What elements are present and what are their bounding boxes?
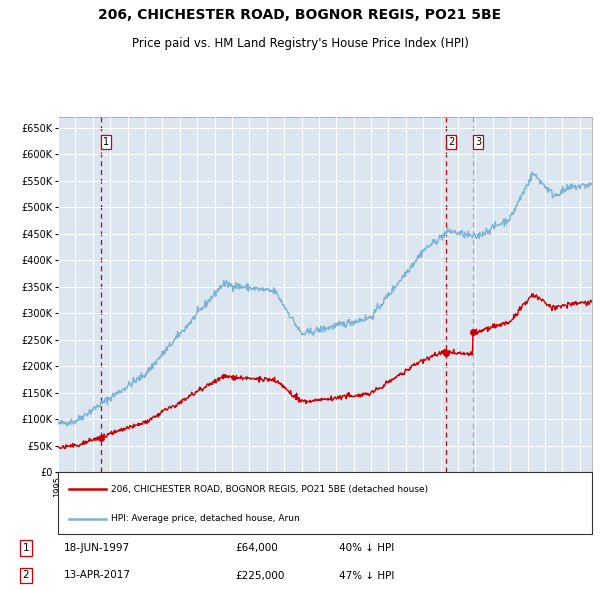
Text: 18-JUN-1997: 18-JUN-1997	[64, 543, 130, 553]
Text: £64,000: £64,000	[236, 543, 278, 553]
Text: 13-APR-2017: 13-APR-2017	[64, 571, 130, 581]
Text: £225,000: £225,000	[236, 571, 285, 581]
Text: 47% ↓ HPI: 47% ↓ HPI	[339, 571, 395, 581]
Text: Price paid vs. HM Land Registry's House Price Index (HPI): Price paid vs. HM Land Registry's House …	[131, 38, 469, 51]
Text: 2: 2	[448, 137, 454, 147]
Text: 1: 1	[23, 543, 29, 553]
Text: 3: 3	[475, 137, 481, 147]
Text: HPI: Average price, detached house, Arun: HPI: Average price, detached house, Arun	[112, 514, 300, 523]
FancyBboxPatch shape	[58, 472, 592, 534]
Text: 2: 2	[23, 571, 29, 581]
Text: 206, CHICHESTER ROAD, BOGNOR REGIS, PO21 5BE (detached house): 206, CHICHESTER ROAD, BOGNOR REGIS, PO21…	[112, 485, 428, 494]
Text: 40% ↓ HPI: 40% ↓ HPI	[339, 543, 394, 553]
Text: 206, CHICHESTER ROAD, BOGNOR REGIS, PO21 5BE: 206, CHICHESTER ROAD, BOGNOR REGIS, PO21…	[98, 8, 502, 22]
Text: 1: 1	[103, 137, 110, 147]
